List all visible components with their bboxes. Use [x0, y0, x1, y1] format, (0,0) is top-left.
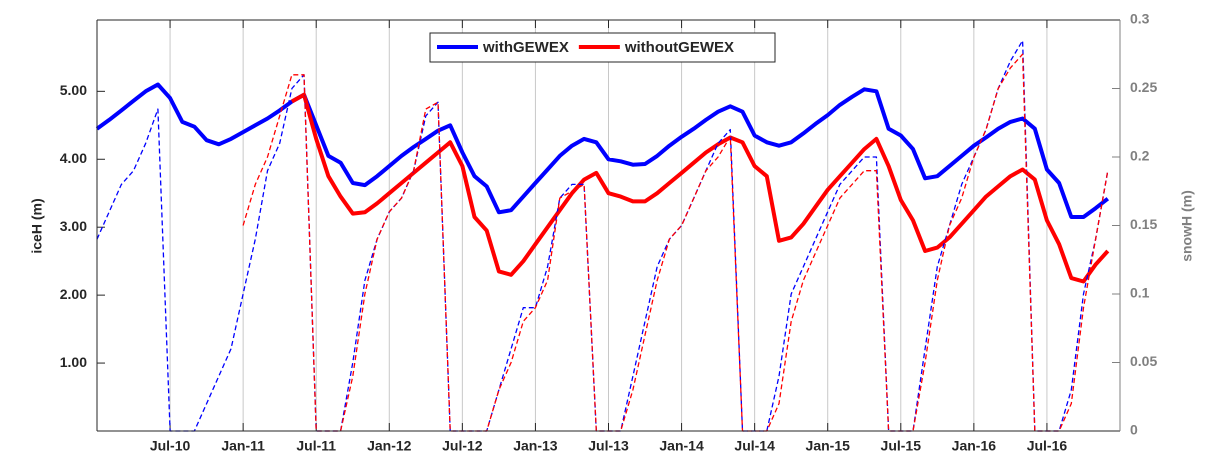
x-tick-label: Jul-10: [150, 438, 191, 454]
y2-axis-label: snowH (m): [1179, 190, 1195, 262]
legend-label: withGEWEX: [482, 39, 569, 56]
x-tick-label: Jan-15: [806, 438, 851, 454]
y2-tick-label: 0.15: [1130, 216, 1157, 232]
x-tick-label: Jan-13: [513, 438, 558, 454]
x-tick-label: Jan-14: [659, 438, 704, 454]
x-tick-label: Jul-15: [881, 438, 922, 454]
x-tick-label: Jan-12: [367, 438, 412, 454]
y-tick-label: 1.00: [60, 354, 87, 370]
y2-tick-label: 0.05: [1130, 353, 1157, 369]
y2-tick-label: 0.1: [1130, 285, 1150, 301]
x-tick-label: Jan-16: [952, 438, 997, 454]
x-tick-label: Jul-11: [296, 438, 336, 454]
legend-label: withoutGEWEX: [624, 39, 734, 56]
ice-line: [95, 82, 1110, 219]
y2-tick-label: 0.25: [1130, 79, 1157, 95]
snow-line: [96, 39, 1109, 432]
x-tick-label: Jul-13: [588, 438, 629, 454]
x-tick-label: Jul-12: [442, 438, 483, 454]
snow-line: [242, 53, 1109, 432]
x-tick-label: Jul-14: [734, 438, 775, 454]
y2-tick-label: 0.2: [1130, 148, 1150, 164]
y-tick-label: 4.00: [60, 150, 87, 166]
y-tick-label: 5.00: [60, 82, 87, 98]
y-tick-label: 2.00: [60, 286, 87, 302]
y2-tick-label: 0: [1130, 422, 1138, 438]
y-tick-label: 3.00: [60, 218, 87, 234]
x-tick-label: Jan-11: [221, 438, 265, 454]
ice-line: [290, 92, 1110, 284]
y-axis-label: iceH (m): [29, 198, 45, 253]
y2-tick-label: 0.3: [1130, 11, 1150, 27]
x-tick-label: Jul-16: [1027, 438, 1068, 454]
